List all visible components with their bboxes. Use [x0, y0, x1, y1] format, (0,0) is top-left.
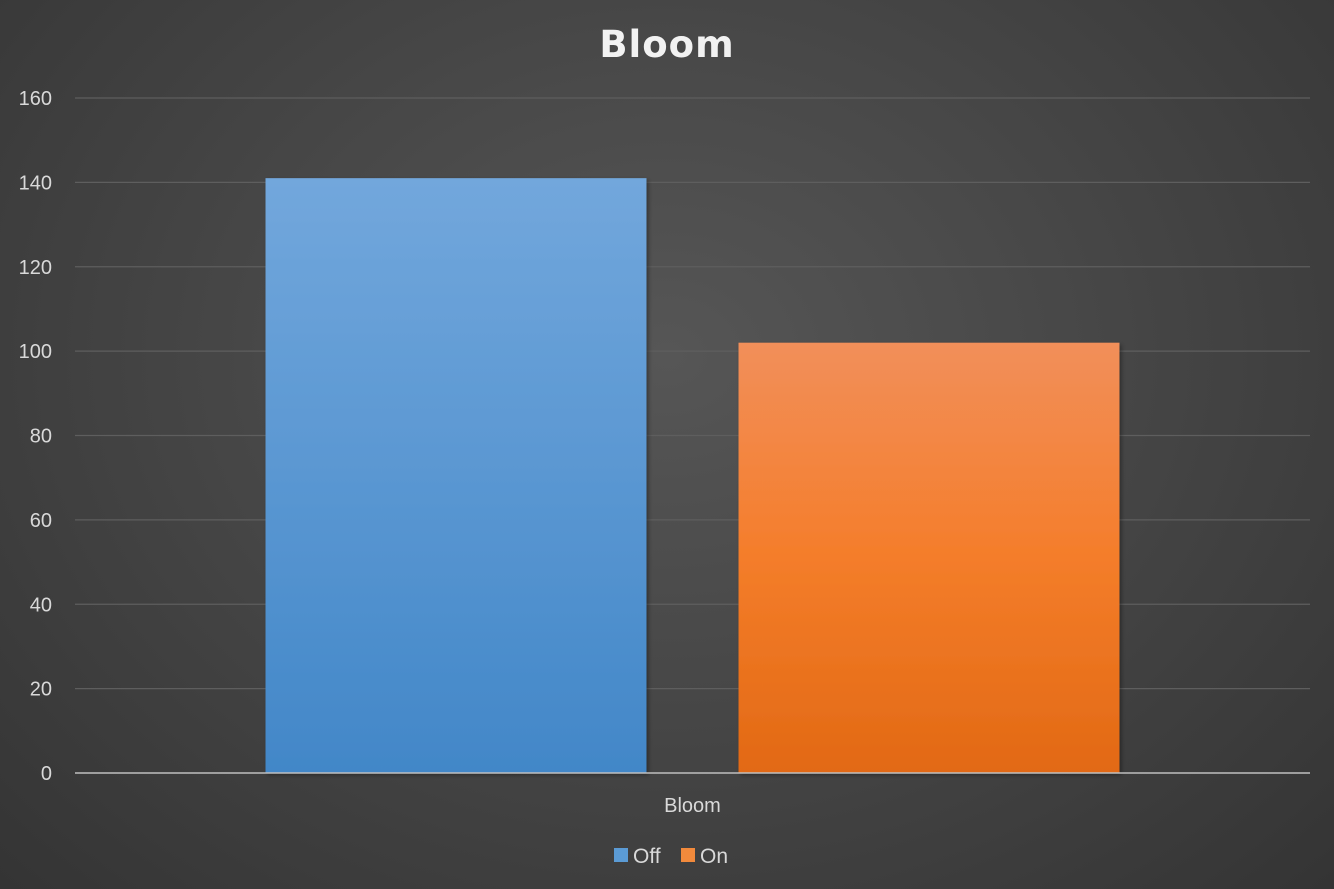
x-axis-category-labels: Bloom: [664, 795, 721, 817]
y-tick-label: 100: [19, 341, 52, 363]
y-tick-label: 160: [19, 88, 52, 110]
y-tick-label: 80: [30, 426, 52, 448]
legend-swatch-on: [681, 848, 695, 862]
y-tick-label: 120: [19, 257, 52, 279]
legend: Off On: [614, 845, 728, 868]
bar-off-bloom: [265, 178, 647, 773]
y-tick-label: 0: [41, 763, 52, 785]
y-tick-label: 140: [19, 172, 52, 194]
chart-title: Bloom: [599, 23, 734, 66]
y-tick-label: 60: [30, 510, 52, 532]
legend-label-off: Off: [633, 845, 661, 868]
x-category-label: Bloom: [664, 795, 721, 817]
y-tick-label: 20: [30, 679, 52, 701]
bar-on-bloom: [738, 342, 1120, 773]
y-axis-tick-labels: 0 20 40 60 80 100 120 140 160: [19, 88, 52, 785]
gridlines: [75, 97, 1310, 690]
legend-swatch-off: [614, 848, 628, 862]
y-tick-label: 40: [30, 594, 52, 616]
legend-label-on: On: [700, 845, 728, 868]
bars: [265, 178, 1120, 773]
